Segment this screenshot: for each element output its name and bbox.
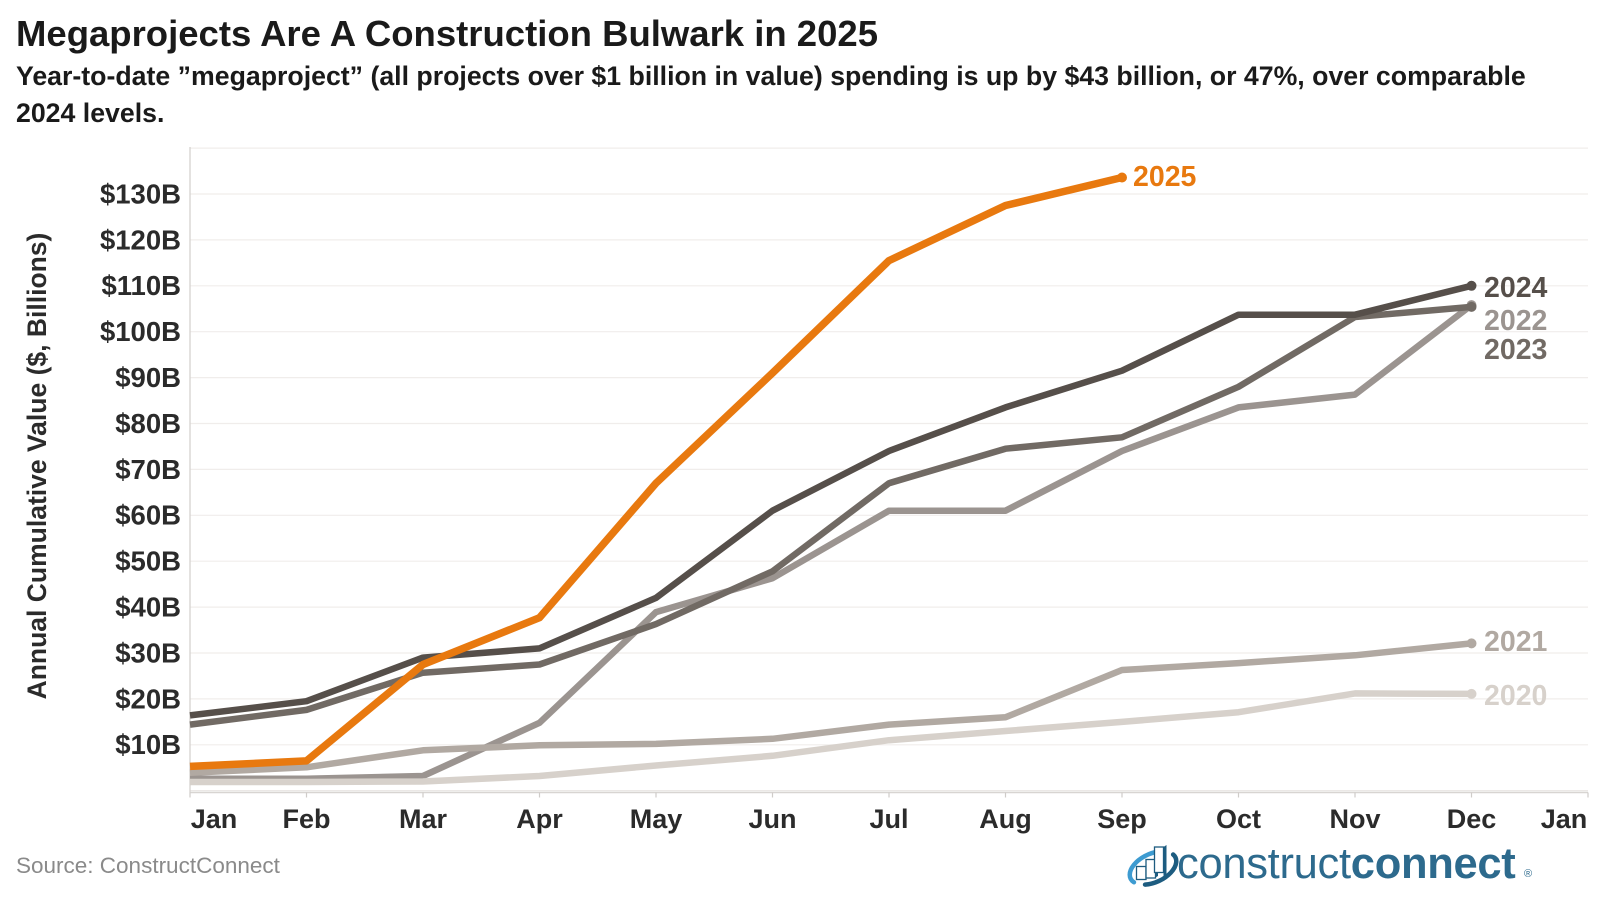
svg-text:2025: 2025 bbox=[1133, 161, 1197, 193]
svg-text:constructconnect: constructconnect bbox=[1177, 840, 1515, 888]
svg-text:2024 levels.: 2024 levels. bbox=[16, 98, 164, 128]
svg-text:Sep: Sep bbox=[1097, 804, 1147, 834]
svg-text:$70B: $70B bbox=[115, 454, 181, 485]
svg-text:$100B: $100B bbox=[100, 316, 181, 347]
svg-text:Jul: Jul bbox=[869, 804, 908, 834]
svg-text:$90B: $90B bbox=[115, 362, 181, 393]
svg-text:Jan: Jan bbox=[1541, 804, 1588, 834]
svg-text:2022: 2022 bbox=[1484, 305, 1547, 337]
svg-text:2023: 2023 bbox=[1484, 334, 1547, 366]
svg-text:$20B: $20B bbox=[115, 683, 181, 714]
svg-text:Jun: Jun bbox=[748, 804, 796, 834]
svg-text:Jan: Jan bbox=[191, 804, 238, 834]
svg-text:$50B: $50B bbox=[115, 546, 181, 577]
svg-text:$130B: $130B bbox=[100, 178, 181, 209]
svg-text:2021: 2021 bbox=[1484, 626, 1548, 658]
svg-text:Oct: Oct bbox=[1216, 804, 1261, 834]
svg-text:Aug: Aug bbox=[979, 804, 1031, 834]
svg-text:Feb: Feb bbox=[282, 804, 330, 834]
svg-text:Apr: Apr bbox=[516, 804, 563, 834]
svg-text:$120B: $120B bbox=[100, 224, 181, 255]
svg-text:Annual Cumulative Value ($, Bi: Annual Cumulative Value ($, Billions) bbox=[22, 233, 52, 700]
svg-text:$40B: $40B bbox=[115, 592, 181, 623]
svg-text:Dec: Dec bbox=[1447, 804, 1497, 834]
svg-text:$30B: $30B bbox=[115, 637, 181, 668]
svg-text:2020: 2020 bbox=[1484, 680, 1547, 712]
svg-text:$80B: $80B bbox=[115, 408, 181, 439]
svg-text:$10B: $10B bbox=[115, 729, 181, 760]
svg-text:®: ® bbox=[1524, 868, 1532, 880]
svg-text:$110B: $110B bbox=[101, 270, 181, 301]
svg-text:$60B: $60B bbox=[115, 500, 181, 531]
svg-text:2024: 2024 bbox=[1484, 272, 1548, 304]
svg-text:May: May bbox=[630, 804, 683, 834]
svg-text:Source: ConstructConnect: Source: ConstructConnect bbox=[16, 853, 281, 878]
svg-text:Year-to-date ”megaproject” (al: Year-to-date ”megaproject” (all projects… bbox=[16, 61, 1526, 91]
svg-text:Mar: Mar bbox=[399, 804, 448, 834]
svg-text:Megaprojects Are A Constructio: Megaprojects Are A Construction Bulwark … bbox=[16, 13, 878, 54]
svg-text:Nov: Nov bbox=[1329, 804, 1380, 834]
